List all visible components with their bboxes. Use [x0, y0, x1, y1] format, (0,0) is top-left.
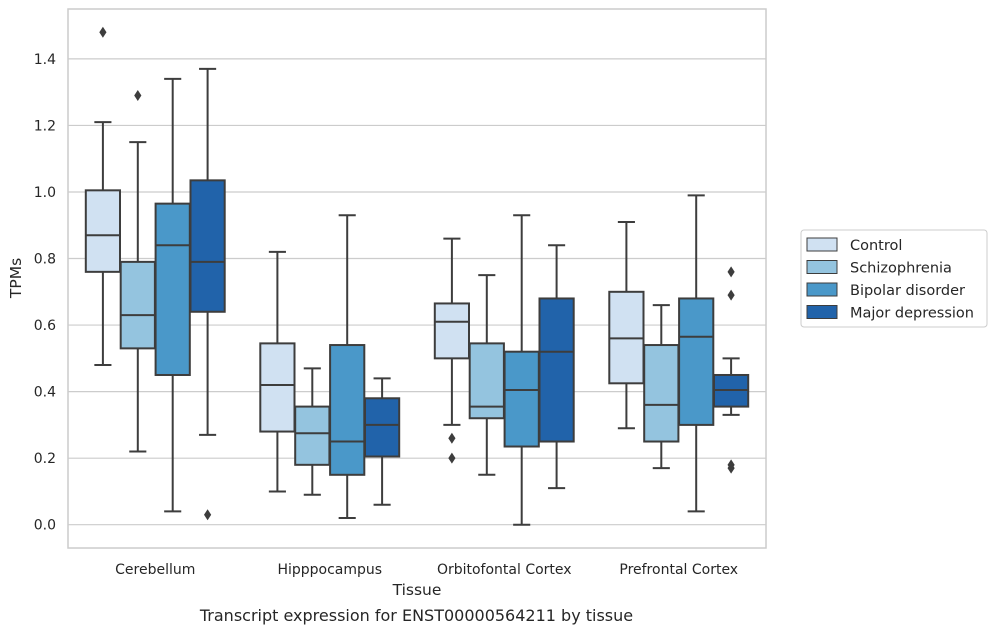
iqr-box: [294, 405, 331, 466]
y-tick-label: 0.6: [34, 318, 56, 334]
y-tick-labels: 0.0 0.2 0.4 0.6 0.8 1.0 1.2 1.4: [34, 52, 56, 534]
legend-swatch: [806, 260, 838, 274]
outlier-point: [727, 266, 735, 278]
legend-swatch: [806, 237, 838, 252]
outlier-point: [448, 432, 456, 444]
x-tick-label: Prefrontal Cortex: [619, 562, 738, 578]
iqr-box: [84, 189, 122, 273]
x-tick-label: Orbitofontal Cortex: [437, 562, 572, 578]
y-tick-label: 1.4: [34, 52, 56, 68]
legend-label: Bipolar disorder: [850, 283, 965, 299]
y-tick-label: 1.0: [34, 185, 56, 201]
y-tick-label: 1.2: [34, 118, 56, 134]
legend-label: Control: [850, 238, 902, 254]
legend-label: Major depression: [850, 306, 974, 322]
iqr-box: [154, 202, 191, 376]
x-tick-labels: Cerebellum Hipppocampus Orbitofontal Corte…: [115, 562, 738, 578]
outlier-point: [727, 289, 735, 301]
outlier-point: [134, 90, 142, 102]
box-control: [433, 237, 471, 464]
y-tick-label: 0.0: [34, 518, 56, 534]
legend-swatch: [806, 282, 838, 297]
box-control: [259, 250, 296, 493]
boxes: [84, 26, 750, 526]
x-axis-label: Tissue: [392, 581, 442, 599]
iqr-box: [259, 342, 296, 433]
iqr-box: [503, 350, 540, 448]
y-tick-label: 0.2: [34, 451, 56, 467]
box-schizophrenia: [119, 90, 156, 453]
iqr-box: [538, 297, 575, 443]
box-control: [608, 220, 645, 430]
box-major-depression: [363, 377, 401, 506]
y-tick-label: 0.4: [34, 385, 56, 401]
legend-label: Schizophrenia: [850, 261, 952, 277]
y-tick-label: 0.8: [34, 252, 56, 268]
legend-swatch: [806, 305, 838, 319]
box-major-depression: [712, 266, 750, 474]
box-bipolar-disorder: [503, 214, 540, 526]
outlier-point: [448, 452, 456, 464]
iqr-box: [433, 302, 471, 360]
legend-frame: [800, 229, 988, 328]
plot-frame: [67, 8, 767, 549]
iqr-box: [329, 344, 366, 476]
box-schizophrenia: [643, 304, 680, 470]
outlier-point: [204, 509, 212, 521]
outlier-point: [99, 26, 107, 38]
box-schizophrenia: [294, 367, 331, 496]
box-bipolar-disorder: [678, 194, 715, 513]
box-major-depression: [189, 67, 226, 521]
iqr-box: [119, 260, 156, 350]
x-tick-label: Cerebellum: [115, 562, 195, 578]
box-major-depression: [538, 244, 575, 490]
y-axis-label: TPMs: [7, 258, 25, 299]
iqr-box: [678, 297, 715, 426]
box-control: [84, 26, 122, 367]
box-schizophrenia: [468, 274, 505, 476]
iqr-box: [363, 397, 401, 458]
iqr-box: [189, 179, 226, 313]
iqr-box: [643, 344, 680, 443]
outlier-point: [727, 462, 735, 474]
box-bipolar-disorder: [329, 214, 366, 520]
x-tick-label: Hipppocampus: [277, 562, 382, 578]
legend: Control Schizophrenia Bipolar disorder Majo…: [800, 229, 988, 328]
figure-caption: Transcript expression for ENST0000056421…: [199, 606, 634, 625]
box-bipolar-disorder: [154, 77, 191, 513]
